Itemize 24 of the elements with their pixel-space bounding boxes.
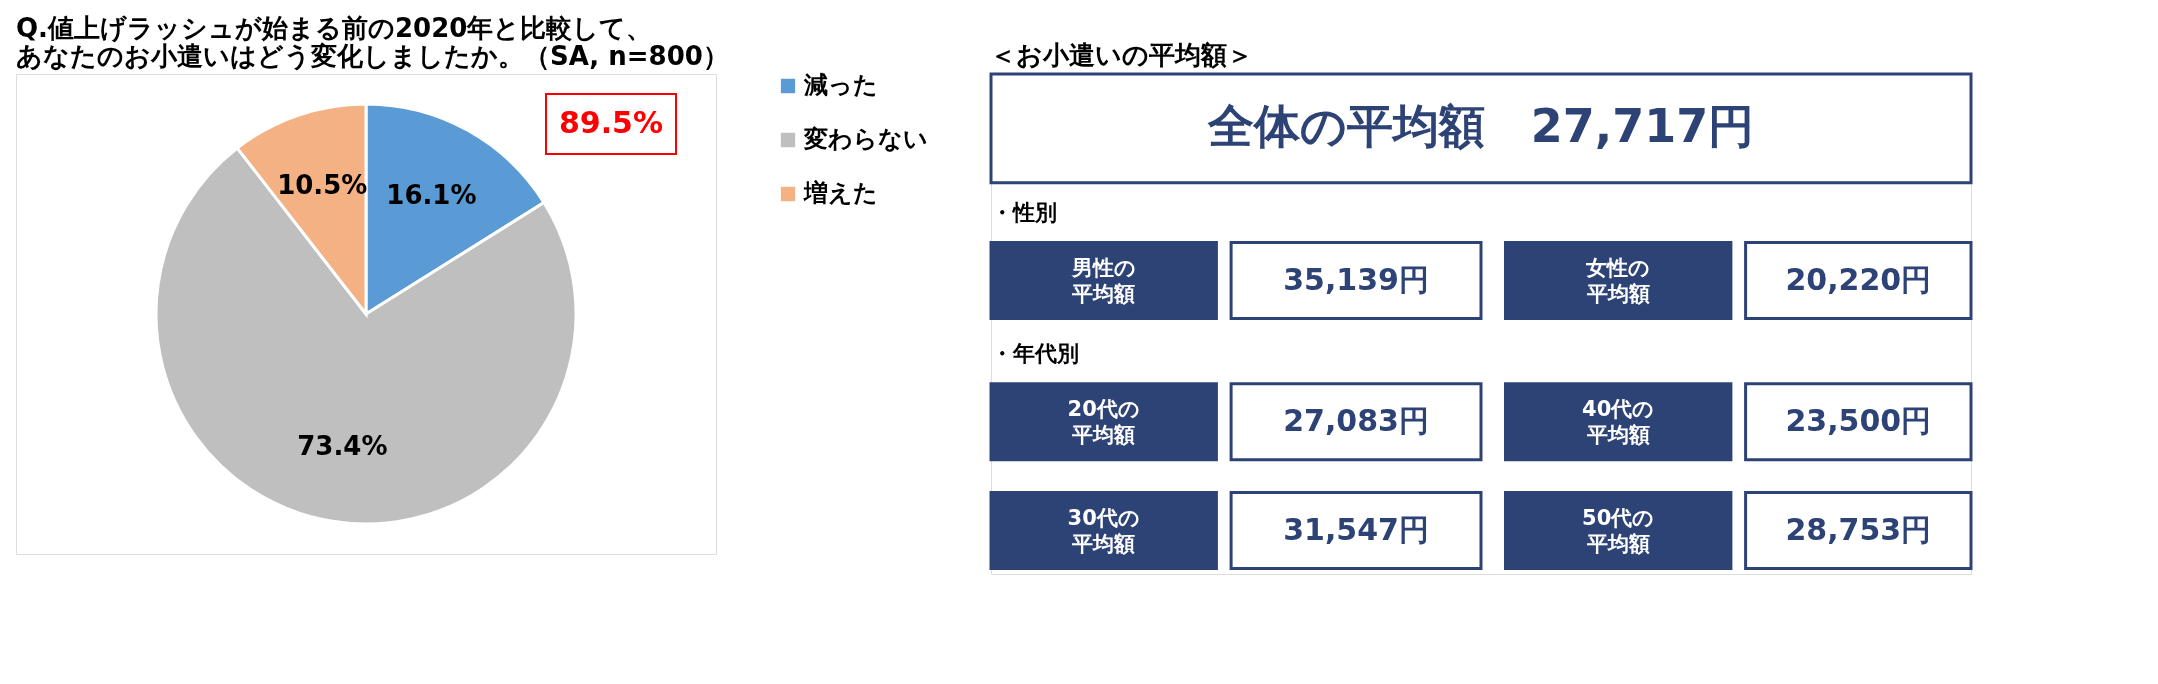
legend-label: 変わらない bbox=[803, 125, 928, 153]
text: 20代の平均額 bbox=[1067, 396, 1140, 447]
data-label: 73.4% bbox=[297, 430, 388, 461]
text: 23,500円 bbox=[1785, 402, 1932, 438]
text: 27,083円 bbox=[1283, 402, 1429, 438]
text: 20,220円 bbox=[1785, 261, 1932, 297]
text: 30代の平均額 bbox=[1067, 505, 1140, 556]
data-label: 10.5% bbox=[277, 170, 368, 201]
text: ＜お小遣いの平均額＞ bbox=[989, 39, 1253, 70]
text: 40代の平均額 bbox=[1582, 396, 1655, 447]
legend-label: 減った bbox=[803, 71, 878, 99]
text: 女性の平均額 bbox=[1585, 255, 1651, 306]
text: ・性別 bbox=[991, 200, 1057, 226]
chart-title: Q.値上げラッシュが始まる前の2020年と比較して、あなたのお小遣いはどう変化しましたか。（SA, n=800） bbox=[16, 13, 729, 71]
text: 28,753円 bbox=[1785, 511, 1932, 547]
text: 35,139円 bbox=[1283, 261, 1429, 297]
text: ・年代別 bbox=[991, 341, 1079, 367]
data-label: 16.1% bbox=[386, 179, 477, 210]
text: 全体の平均額 27,717円 bbox=[1206, 99, 1755, 154]
text: 男性の平均額 bbox=[1070, 255, 1136, 306]
text: 31,547円 bbox=[1283, 511, 1429, 547]
legend-label: 増えた bbox=[803, 179, 878, 207]
text: 89.5% bbox=[558, 105, 664, 140]
text: 50代の平均額 bbox=[1582, 505, 1655, 556]
